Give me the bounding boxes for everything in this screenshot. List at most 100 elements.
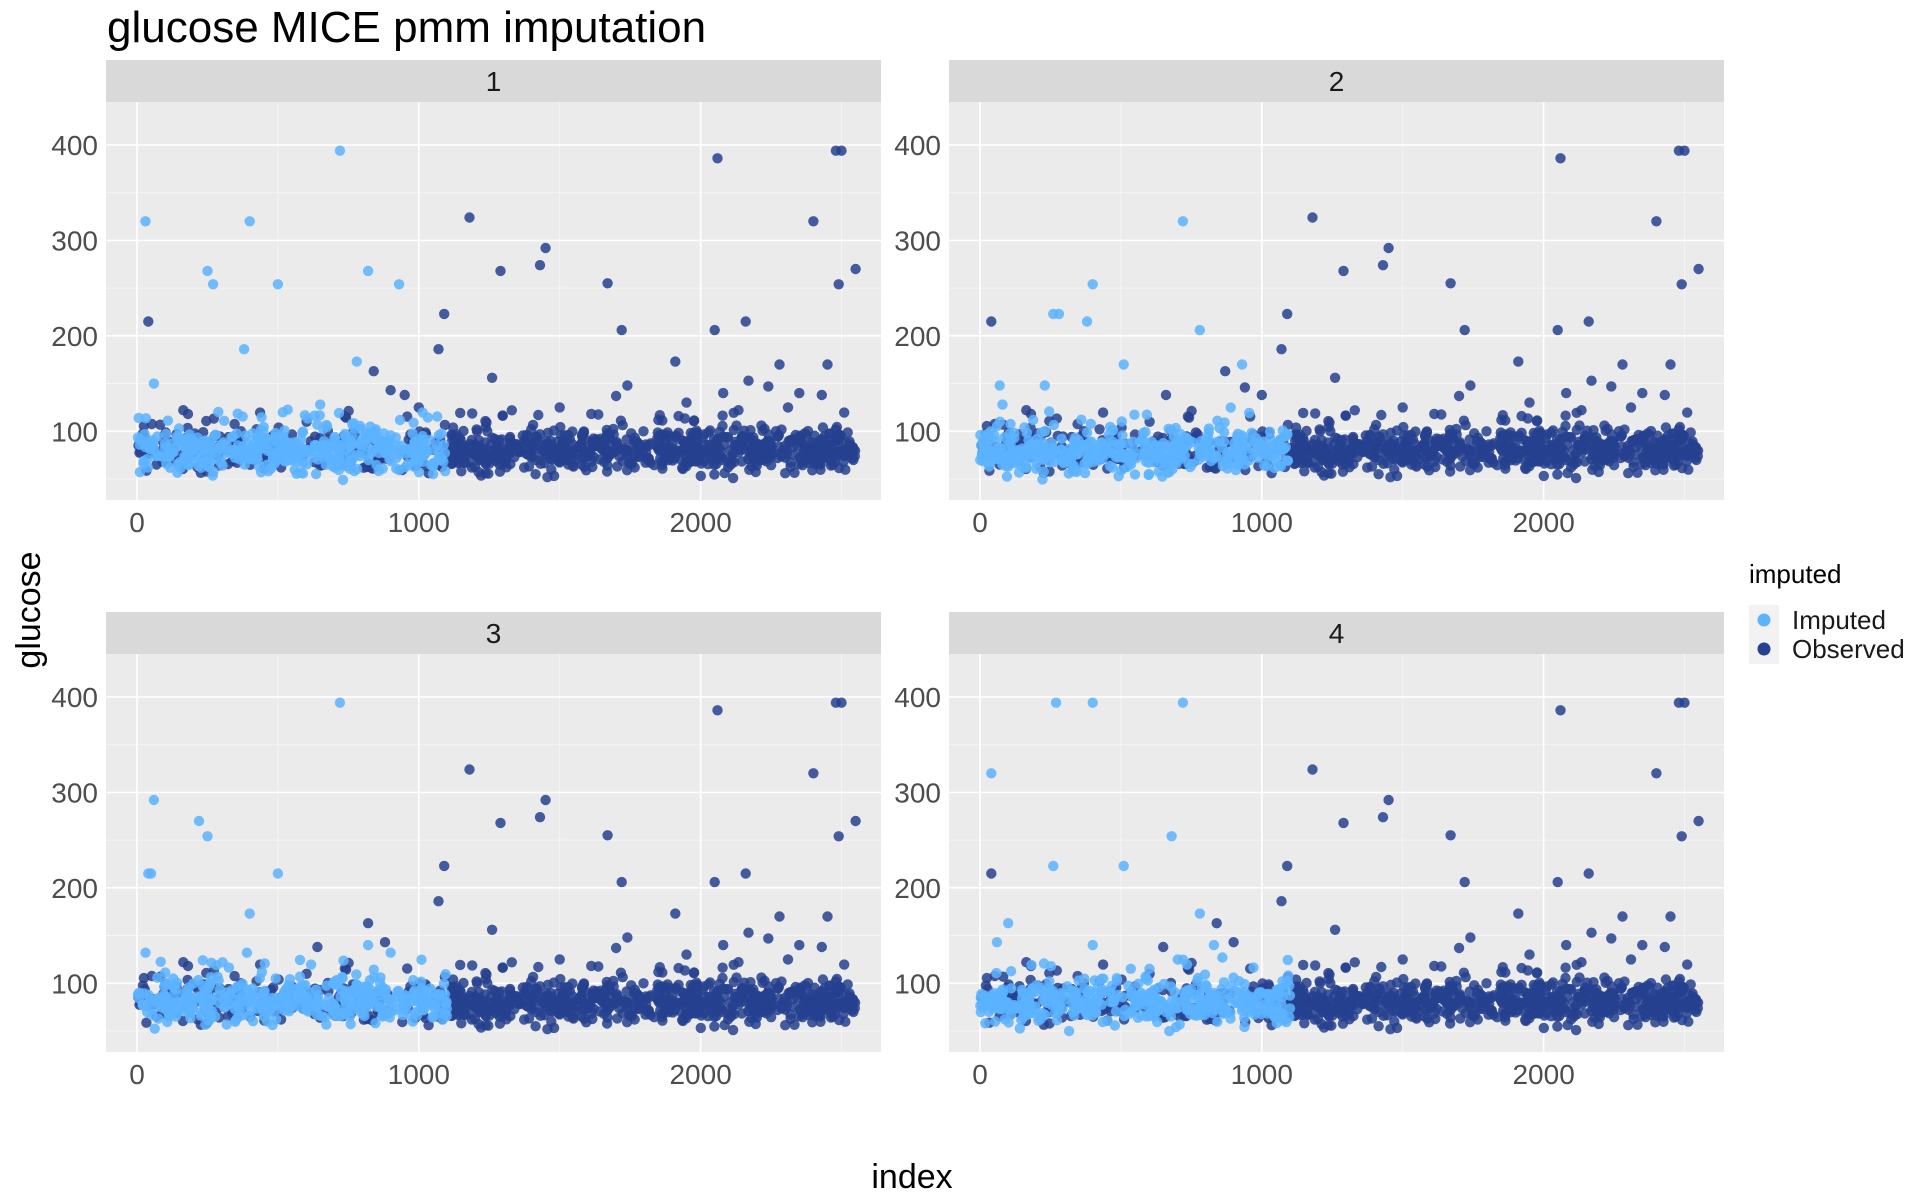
observed-point <box>526 424 537 435</box>
imputed-point <box>1069 436 1080 447</box>
observed-point <box>695 1022 706 1034</box>
imputed-point <box>184 429 195 440</box>
observed-point <box>1682 407 1693 418</box>
imputed-point <box>1125 456 1136 467</box>
observed-point <box>846 1005 858 1016</box>
observed-point <box>677 1015 689 1027</box>
observed-outlier-point <box>718 387 729 399</box>
observed-point <box>1579 1008 1591 1019</box>
observed-point <box>1390 454 1402 465</box>
imputed-point <box>196 993 207 1004</box>
observed-outlier-point <box>1583 316 1594 327</box>
observed-point <box>1579 456 1591 467</box>
observed-point <box>576 459 587 470</box>
observed-outlier-point <box>743 927 754 938</box>
x-tick-label: 1000 <box>388 1059 450 1090</box>
observed-outlier-point <box>808 216 819 227</box>
imputed-point <box>361 435 372 446</box>
observed-point <box>1644 430 1655 441</box>
observed-point <box>657 967 668 978</box>
observed-outlier-point <box>1659 389 1671 401</box>
observed-point <box>1682 959 1693 970</box>
observed-point <box>1530 428 1542 440</box>
observed-outlier-point <box>1397 402 1408 413</box>
observed-point <box>509 452 520 463</box>
imputed-point <box>256 966 268 978</box>
imputed-point <box>168 447 179 458</box>
imputed-point <box>1023 440 1035 451</box>
imputed-outlier-point <box>1087 279 1098 290</box>
observed-outlier-point <box>1513 356 1524 367</box>
observed-point <box>1538 1022 1550 1034</box>
observed-outlier-point <box>1555 153 1566 164</box>
observed-point <box>607 446 618 457</box>
observed-point <box>1340 962 1351 973</box>
imputed-point <box>1058 457 1069 469</box>
observed-point <box>1463 444 1475 455</box>
observed-point <box>772 452 783 464</box>
observed-point <box>1683 464 1694 475</box>
observed-point <box>824 980 835 991</box>
imputed-point <box>238 441 249 452</box>
observed-outlier-point <box>1276 344 1287 355</box>
observed-point <box>309 431 321 442</box>
observed-point <box>1376 961 1387 973</box>
observed-point <box>733 447 744 458</box>
imputed-point <box>1267 451 1278 462</box>
y-tick-label: 300 <box>894 777 941 808</box>
observed-point <box>530 1020 541 1032</box>
observed-point <box>1366 461 1378 472</box>
observed-point <box>1685 427 1696 438</box>
observed-outlier-point <box>712 153 723 164</box>
imputed-point <box>217 957 228 968</box>
imputed-point <box>1224 450 1235 461</box>
imputed-point <box>392 990 403 1002</box>
observed-point <box>704 425 716 436</box>
observed-point <box>1326 1020 1337 1031</box>
observed-point <box>704 977 716 988</box>
observed-outlier-point <box>986 316 997 327</box>
imputed-point <box>301 459 313 470</box>
observed-outlier-point <box>540 794 551 806</box>
imputed-point <box>360 449 372 460</box>
observed-point <box>1487 439 1498 451</box>
imputed-outlier-point <box>148 378 160 389</box>
observed-point <box>1662 450 1673 462</box>
imputed-point <box>439 989 451 1000</box>
imputed-outlier-point <box>1039 380 1051 391</box>
observed-point <box>1317 441 1328 452</box>
observed-point <box>504 983 516 995</box>
y-tick-label: 100 <box>51 416 98 447</box>
imputed-point <box>339 996 351 1007</box>
imputed-point <box>438 456 449 467</box>
imputed-outlier-point <box>207 279 219 290</box>
observed-point <box>1316 466 1327 478</box>
observed-outlier-point <box>681 949 692 960</box>
observed-point <box>1516 962 1527 974</box>
imputed-point <box>1154 444 1165 456</box>
imputed-point <box>339 1008 350 1019</box>
observed-point <box>632 451 644 462</box>
imputed-point <box>1252 442 1263 454</box>
observed-point <box>1668 460 1680 471</box>
imputed-point <box>197 955 208 966</box>
imputed-point <box>247 983 258 994</box>
observed-point <box>1391 425 1403 436</box>
observed-outlier-point <box>822 911 833 922</box>
imputed-point <box>331 455 342 466</box>
imputed-point <box>377 1004 388 1016</box>
imputed-point <box>417 430 428 442</box>
observed-point <box>839 407 850 418</box>
imputed-outlier-point <box>393 279 405 290</box>
observed-point <box>1576 405 1587 416</box>
panel-points <box>132 145 861 486</box>
imputed-outlier-point <box>334 697 346 708</box>
imputed-point <box>1001 471 1013 482</box>
observed-point <box>1292 431 1303 442</box>
imputed-outlier-point <box>272 279 284 290</box>
observed-point <box>684 1008 696 1019</box>
facet-strip-label: 2 <box>1329 66 1345 97</box>
observed-point <box>1519 434 1530 446</box>
observed-point <box>480 1009 491 1021</box>
